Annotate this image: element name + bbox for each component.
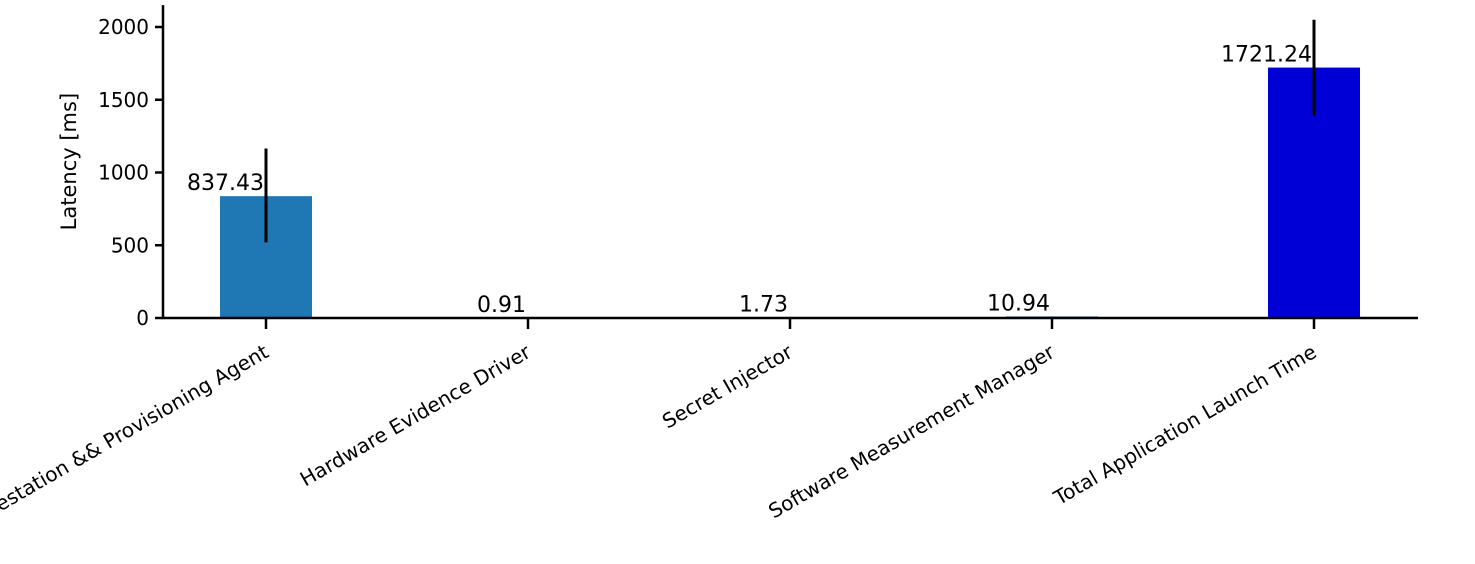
value-label: 0.91 bbox=[477, 293, 526, 318]
value-label: 837.43 bbox=[187, 171, 264, 196]
value-label: 10.94 bbox=[987, 291, 1050, 316]
y-tick-label: 1000 bbox=[98, 161, 149, 185]
x-tick-label: Secret Injector bbox=[658, 339, 797, 433]
x-tick-label: Software Measurement Manager bbox=[764, 339, 1059, 523]
value-labels-group: 837.43 0.91 1.73 10.94 1721.24 bbox=[187, 43, 1312, 318]
x-tick-label: Total Application Launch Time bbox=[1049, 340, 1321, 511]
y-axis-title: Latency [ms] bbox=[57, 93, 81, 230]
value-label: 1721.24 bbox=[1221, 43, 1312, 68]
x-tick-label: Hardware Evidence Driver bbox=[296, 339, 535, 491]
bars-group bbox=[220, 67, 1360, 319]
x-tick-label: Attestation && Provisioning Agent bbox=[0, 339, 273, 530]
value-label: 1.73 bbox=[739, 293, 788, 318]
y-ticks-group: 0 500 1000 1500 2000 bbox=[98, 15, 163, 330]
y-tick-label: 500 bbox=[111, 233, 149, 257]
error-bars-group bbox=[264, 19, 1316, 243]
y-tick-label: 1500 bbox=[98, 88, 149, 112]
x-ticks-group: Attestation && Provisioning Agent Hardwar… bbox=[0, 318, 1321, 531]
y-tick-label: 2000 bbox=[98, 15, 149, 39]
y-tick-label: 0 bbox=[136, 306, 149, 330]
